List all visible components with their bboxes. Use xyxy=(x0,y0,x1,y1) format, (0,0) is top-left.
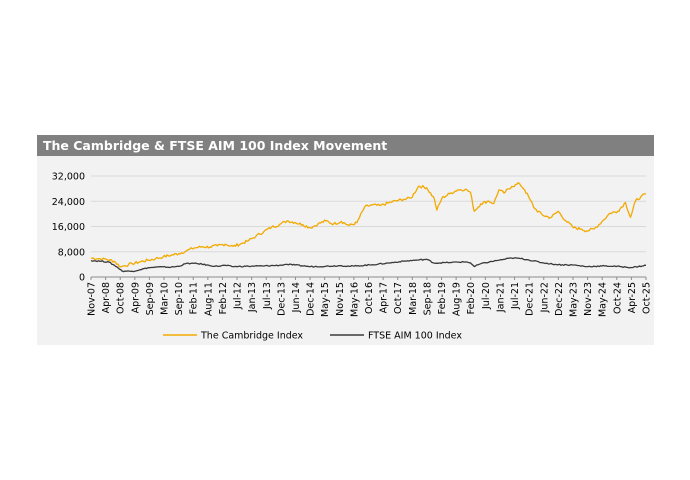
x-tick-label: Nov-07 xyxy=(87,282,98,316)
x-tick-label: Aug-11 xyxy=(203,282,214,316)
y-tick-label: 16,000 xyxy=(52,222,85,233)
x-tick-label: Apr-09 xyxy=(130,282,141,313)
x-tick-label: Feb-19 xyxy=(437,282,448,314)
legend: The Cambridge Index FTSE AIM 100 Index xyxy=(163,331,462,342)
x-tick-label: Dec-13 xyxy=(276,282,287,316)
y-tick-label: 0 xyxy=(79,273,85,284)
x-tick-label: May-24 xyxy=(598,282,609,317)
axes xyxy=(90,276,647,280)
x-tick-label: Jul-21 xyxy=(510,282,521,310)
x-tick-label: Sep-10 xyxy=(174,282,185,315)
x-tick-label: Jun-14 xyxy=(291,282,302,313)
x-tick-label: Oct-24 xyxy=(612,282,623,314)
x-tick-label: May-15 xyxy=(320,282,331,317)
gridlines xyxy=(91,175,646,253)
series-line-cambridge-index xyxy=(90,182,647,268)
x-tick-label: Aug-19 xyxy=(452,282,463,316)
legend-label: The Cambridge Index xyxy=(200,331,303,342)
x-tick-label: Feb-11 xyxy=(189,282,200,314)
chart-panel: The Cambridge & FTSE AIM 100 Index Movem… xyxy=(37,135,654,345)
x-tick-label: Apr-08 xyxy=(101,282,112,313)
x-tick-label: Jun-22 xyxy=(539,282,550,313)
x-axis-ticks: Nov-07 Apr-08 Oct-08 Apr-09 Sep-09 Mar-10 Sep-… xyxy=(87,282,653,317)
x-tick-label: Dec-22 xyxy=(554,282,565,316)
x-tick-label: Apr-17 xyxy=(379,282,390,313)
x-tick-label: Mar-10 xyxy=(160,282,171,315)
series-line-ftse-aim-100 xyxy=(90,257,647,273)
x-tick-label: Nov-23 xyxy=(583,282,594,316)
x-tick-label: May-16 xyxy=(349,282,360,317)
x-tick-label: Jul-12 xyxy=(233,282,244,310)
x-tick-label: Mar-18 xyxy=(408,282,419,315)
x-tick-label: Oct-16 xyxy=(364,282,375,314)
x-tick-label: Nov-15 xyxy=(335,282,346,316)
x-tick-label: Oct-25 xyxy=(642,282,653,314)
x-tick-label: Feb-12 xyxy=(218,282,229,314)
x-tick-label: Sep-18 xyxy=(422,282,433,315)
x-tick-label: Dec-14 xyxy=(306,282,317,316)
y-tick-label: 8,000 xyxy=(58,247,85,258)
y-tick-label: 24,000 xyxy=(52,197,85,208)
x-tick-label: Feb-20 xyxy=(466,282,477,314)
y-axis-ticks: 0 8,000 16,000 24,000 32,000 xyxy=(52,172,85,284)
x-tick-label: Sep-09 xyxy=(145,282,156,315)
chart-title: The Cambridge & FTSE AIM 100 Index Movem… xyxy=(37,135,654,156)
series-lines xyxy=(90,182,647,273)
y-tick-label: 32,000 xyxy=(52,172,85,183)
x-tick-label: Apr-25 xyxy=(627,282,638,313)
x-tick-label: Jan-21 xyxy=(495,282,506,313)
x-tick-label: Jan-13 xyxy=(247,282,258,313)
legend-label: FTSE AIM 100 Index xyxy=(368,331,462,342)
x-tick-label: Jul-13 xyxy=(262,282,273,310)
x-tick-label: Jul-20 xyxy=(481,282,492,310)
x-tick-label: May-23 xyxy=(568,282,579,317)
x-tick-label: Oct-17 xyxy=(393,282,404,314)
x-tick-label: Dec-21 xyxy=(525,282,536,316)
x-tick-label: Oct-08 xyxy=(116,282,127,314)
